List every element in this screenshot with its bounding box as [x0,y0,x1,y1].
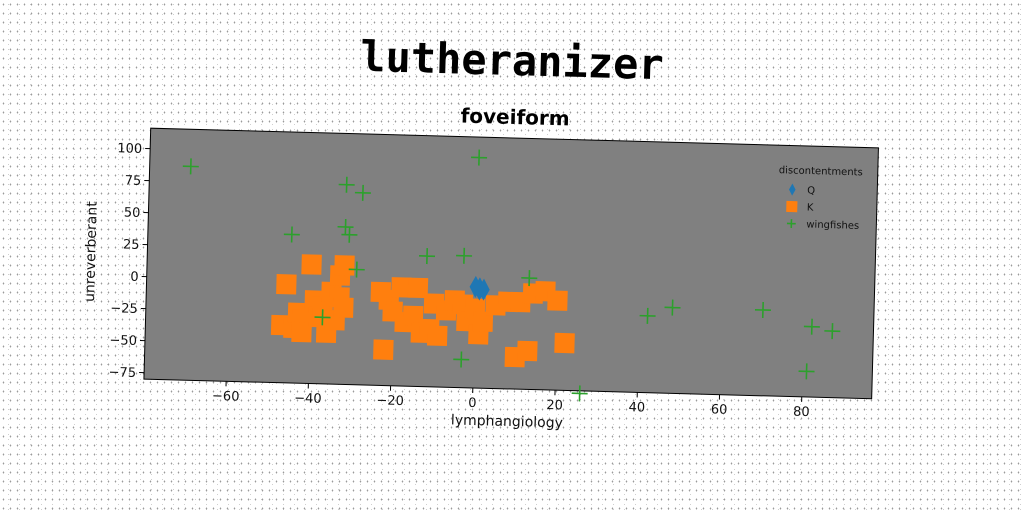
y-tick-label: 50 [124,206,141,221]
y-axis: 100 75 50 25 0 −25 −50 −75 [108,141,150,381]
x-tick-label: 80 [793,405,810,420]
x-tick-label: 60 [711,402,728,417]
data-point-k [554,333,575,354]
data-point-k [427,326,448,347]
x-tick-label: −20 [376,393,404,409]
y-tick-label: 75 [125,173,142,188]
legend-label-wingfishes: wingfishes [806,219,859,231]
data-point-k [333,297,354,318]
y-tick-label: −75 [108,365,136,381]
x-tick-label: 40 [628,400,645,415]
x-axis-label: lymphangiology [451,412,563,431]
legend-title: discontentments [779,165,863,178]
chart-subtitle: foveiform [460,104,570,131]
y-tick-label: 100 [117,141,142,157]
legend-label-q: Q [807,185,815,196]
data-point-k [301,254,322,275]
data-point-k [334,255,355,276]
data-point-k [547,290,568,311]
y-tick-label: 0 [130,270,139,285]
x-tick-label: −40 [294,391,322,407]
data-point-k [276,274,297,295]
y-tick-label: −25 [110,301,138,317]
y-tick-label: 25 [123,238,140,253]
x-tick-label: 20 [546,398,563,413]
legend-marker-k [786,201,797,212]
plot-root: foveiform −60 −40 −20 0 20 40 60 80 100 75 50 25 0 −… [79,93,880,439]
data-point-k [373,339,394,360]
x-tick-label: 0 [468,396,477,411]
x-tick-label: −60 [212,389,240,405]
y-tick-label: −50 [109,333,137,349]
legend-label-k: K [807,202,814,213]
data-point-k [517,341,538,362]
y-axis-label: unreverberant [82,201,101,303]
